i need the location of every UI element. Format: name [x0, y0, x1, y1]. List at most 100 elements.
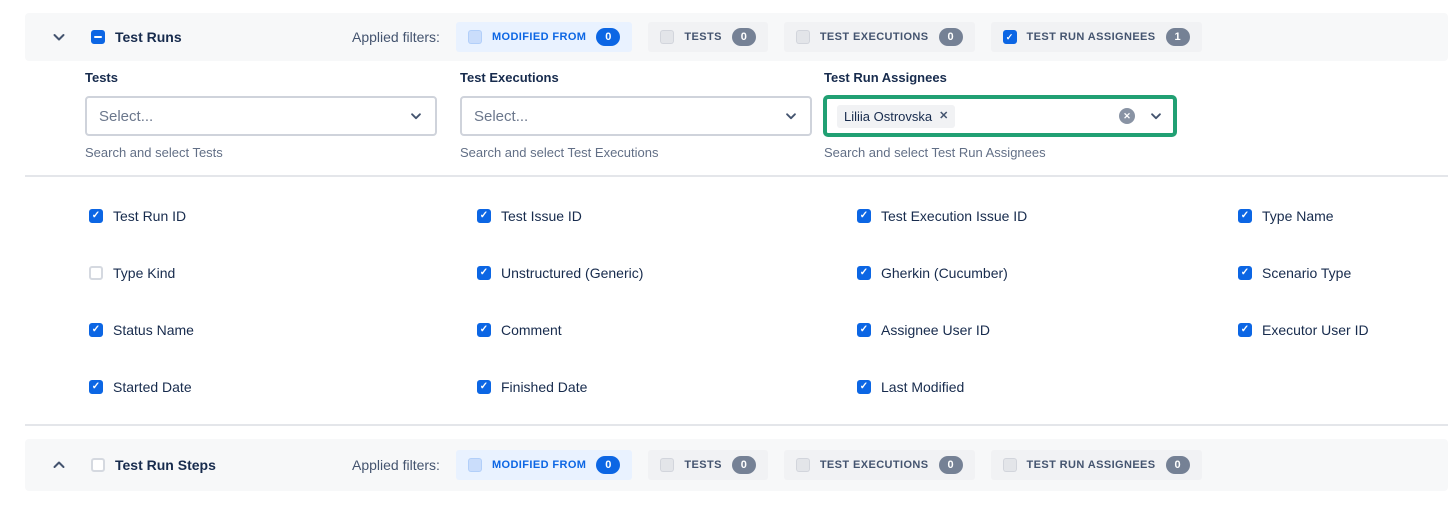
collapse-toggle-test-run-steps[interactable]: [47, 453, 71, 477]
test-run-steps-section-header: Test Run Steps Applied filters: MODIFIED…: [25, 439, 1448, 491]
checkbox-icon: [477, 208, 491, 223]
chip-count-badge: 0: [938, 456, 963, 474]
checkbox-icon: [89, 265, 103, 280]
column-checkbox-comment[interactable]: Comment: [477, 322, 857, 338]
checkbox-icon: [1238, 208, 1252, 223]
column-checkbox-last-modified[interactable]: Last Modified: [857, 379, 1238, 395]
checkbox-icon: [857, 379, 871, 394]
section-title: Test Runs: [115, 29, 182, 45]
checkbox-icon: [89, 208, 103, 223]
applied-filters-label: Applied filters:: [352, 29, 440, 45]
chip-count-badge: 0: [1165, 456, 1190, 474]
selected-value-tag: Liliia Ostrovska ✕: [837, 104, 956, 128]
filter-chip-test-run-assignees[interactable]: TEST RUN ASSIGNEES 0: [990, 450, 1202, 480]
chip-label: MODIFIED FROM: [491, 31, 587, 43]
applied-filter-chips: MODIFIED FROM 0 TESTS 0 TEST EXECUTIONS …: [455, 450, 1202, 480]
column-checkbox-status-name[interactable]: Status Name: [89, 322, 477, 338]
checkbox-icon: [857, 265, 871, 280]
chip-checkbox: [660, 458, 675, 472]
checkbox-icon: [1238, 265, 1252, 280]
column-checkbox-type-name[interactable]: Type Name: [1238, 208, 1448, 224]
chevron-down-icon[interactable]: [784, 109, 798, 123]
column-checkbox-finished-date[interactable]: Finished Date: [477, 379, 857, 395]
chip-checkbox: [660, 30, 675, 44]
clear-all-icon[interactable]: ✕: [1119, 108, 1135, 124]
chip-checkbox: [1002, 30, 1017, 44]
checkbox-icon: [89, 322, 103, 337]
test-executions-filter-helper: Search and select Test Executions: [460, 145, 659, 160]
test-run-assignees-select[interactable]: Liliia Ostrovska ✕ ✕: [824, 96, 1176, 136]
chip-label: TEST RUN ASSIGNEES: [1026, 31, 1156, 43]
test-run-steps-select-all-checkbox[interactable]: [91, 458, 105, 472]
checkbox-icon: [477, 322, 491, 337]
filter-chip-modified-from[interactable]: MODIFIED FROM 0: [455, 450, 633, 480]
chip-count-badge: 0: [596, 456, 621, 474]
column-label: Status Name: [113, 321, 194, 338]
column-label: Comment: [501, 321, 562, 338]
section-title: Test Run Steps: [115, 457, 216, 473]
column-checkbox-test-issue-id[interactable]: Test Issue ID: [477, 208, 857, 224]
column-label: Type Kind: [113, 264, 176, 281]
chip-count-badge: 1: [1165, 28, 1190, 46]
chip-label: TESTS: [684, 31, 722, 43]
chip-checkbox: [467, 458, 482, 472]
checkbox-icon: [477, 379, 491, 394]
chip-count-badge: 0: [938, 28, 963, 46]
chip-checkbox: [795, 30, 810, 44]
filter-chip-modified-from[interactable]: MODIFIED FROM 0: [455, 22, 633, 52]
filter-chip-test-run-assignees[interactable]: TEST RUN ASSIGNEES 1: [990, 22, 1202, 52]
column-checkbox-test-execution-issue-id[interactable]: Test Execution Issue ID: [857, 208, 1238, 224]
column-label: Finished Date: [501, 378, 588, 395]
tests-select[interactable]: Select...: [85, 96, 437, 136]
column-label: Last Modified: [881, 378, 965, 395]
test-executions-filter-group: Test Executions Select... Search and sel…: [460, 70, 812, 160]
divider: [25, 175, 1448, 177]
chip-label: TEST RUN ASSIGNEES: [1026, 459, 1156, 471]
selected-value-text: Liliia Ostrovska: [844, 108, 933, 124]
filter-chip-test-executions[interactable]: TEST EXECUTIONS 0: [783, 450, 975, 480]
column-label: Test Execution Issue ID: [881, 207, 1028, 224]
chevron-up-icon: [53, 461, 65, 468]
select-placeholder: Select...: [474, 107, 529, 125]
filter-chip-tests[interactable]: TESTS 0: [648, 450, 768, 480]
column-label: Gherkin (Cucumber): [881, 264, 1008, 281]
remove-tag-icon[interactable]: ✕: [939, 109, 949, 122]
column-label: Executor User ID: [1262, 321, 1369, 338]
chip-label: TEST EXECUTIONS: [819, 459, 929, 471]
test-run-assignees-filter-helper: Search and select Test Run Assignees: [824, 145, 1046, 160]
chip-label: TEST EXECUTIONS: [819, 31, 929, 43]
checkbox-icon: [1238, 322, 1252, 337]
applied-filter-chips: MODIFIED FROM 0 TESTS 0 TEST EXECUTIONS …: [455, 22, 1202, 52]
column-checkbox-executor-user-id[interactable]: Executor User ID: [1238, 322, 1448, 338]
applied-filters-label: Applied filters:: [352, 457, 440, 473]
column-label: Assignee User ID: [881, 321, 990, 338]
test-run-assignees-filter-label: Test Run Assignees: [824, 70, 947, 85]
test-executions-filter-label: Test Executions: [460, 70, 559, 85]
chip-count-badge: 0: [731, 456, 756, 474]
column-checkbox-type-kind[interactable]: Type Kind: [89, 265, 477, 281]
chevron-down-icon[interactable]: [409, 109, 423, 123]
column-checkbox-unstructured-generic[interactable]: Unstructured (Generic): [477, 265, 857, 281]
divider: [25, 424, 1448, 426]
column-checkbox-started-date[interactable]: Started Date: [89, 379, 477, 395]
chevron-down-icon: [53, 34, 65, 41]
column-label: Test Run ID: [113, 207, 187, 224]
column-label: Type Name: [1262, 207, 1334, 224]
column-checkbox-assignee-user-id[interactable]: Assignee User ID: [857, 322, 1238, 338]
filter-chip-tests[interactable]: TESTS 0: [648, 22, 768, 52]
chevron-down-icon[interactable]: [1149, 109, 1163, 123]
checkbox-icon: [89, 379, 103, 394]
column-label: Unstructured (Generic): [501, 264, 644, 281]
checkbox-icon: [857, 208, 871, 223]
filter-chip-test-executions[interactable]: TEST EXECUTIONS 0: [783, 22, 975, 52]
checkbox-icon: [477, 265, 491, 280]
test-runs-section-header: Test Runs Applied filters: MODIFIED FROM…: [25, 13, 1448, 61]
column-checkbox-test-run-id[interactable]: Test Run ID: [89, 208, 477, 224]
test-runs-select-all-checkbox[interactable]: [91, 30, 105, 44]
test-executions-select[interactable]: Select...: [460, 96, 812, 136]
column-checkbox-gherkin-cucumber[interactable]: Gherkin (Cucumber): [857, 265, 1238, 281]
column-checkbox-scenario-type[interactable]: Scenario Type: [1238, 265, 1448, 281]
columns-checkbox-grid: Test Run ID Test Issue ID Test Execution…: [0, 187, 1448, 415]
collapse-toggle-test-runs[interactable]: [47, 25, 71, 49]
